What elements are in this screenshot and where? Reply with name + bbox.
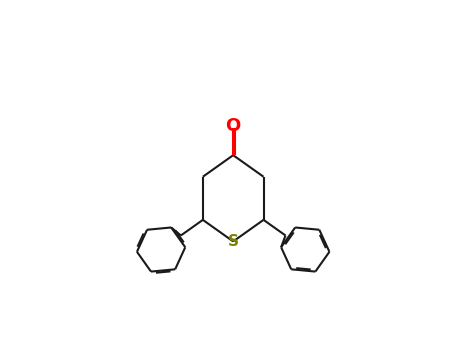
Text: O: O xyxy=(226,117,241,134)
Text: S: S xyxy=(228,234,239,249)
